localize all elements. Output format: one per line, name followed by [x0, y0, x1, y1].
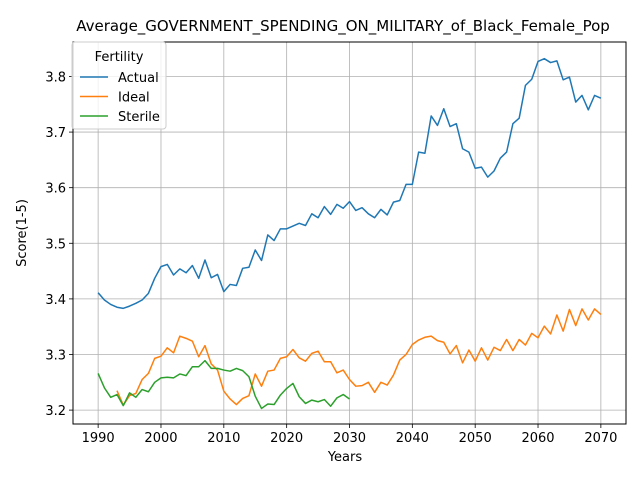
x-tick-label: 1990	[82, 431, 115, 446]
plot-lines	[97, 57, 602, 410]
y-tick-label: 3.6	[45, 182, 66, 197]
x-tick-label: 2000	[144, 431, 177, 446]
y-axis-label: Score(1-5)	[15, 199, 30, 267]
legend: Fertility Actual Ideal Sterile	[71, 41, 167, 130]
x-axis-ticks: 1990 2000 2010 2020 2030 2040 2050 2060 2070	[82, 424, 617, 446]
y-tick-label: 3.3	[45, 348, 66, 363]
y-tick-label: 3.5	[45, 237, 66, 252]
x-tick-label: 2010	[207, 431, 240, 446]
x-tick-label: 2070	[584, 431, 617, 446]
series-line-sterile	[97, 359, 350, 410]
legend-label-sterile: Sterile	[118, 110, 160, 125]
legend-entries: Actual Ideal Sterile	[80, 71, 160, 125]
x-tick-label: 2020	[270, 431, 303, 446]
series-line-ideal	[116, 308, 602, 406]
x-tick-label: 2030	[333, 431, 366, 446]
legend-label-ideal: Ideal	[118, 91, 150, 106]
x-axis-label: Years	[327, 450, 363, 465]
x-tick-label: 2060	[521, 431, 554, 446]
x-tick-label: 2040	[396, 431, 429, 446]
y-tick-label: 3.4	[45, 293, 66, 308]
x-tick-label: 2050	[459, 431, 492, 446]
y-axis-ticks: 3.2 3.3 3.4 3.5 3.6 3.7 3.8	[45, 70, 73, 419]
legend-label-actual: Actual	[118, 71, 159, 86]
chart-title: Average_GOVERNMENT_SPENDING_ON_MILITARY_…	[76, 17, 610, 36]
series-line-actual	[97, 57, 602, 310]
grid-lines	[73, 42, 626, 424]
y-tick-label: 3.7	[45, 126, 66, 141]
legend-box	[71, 41, 167, 130]
y-tick-label: 3.8	[45, 70, 66, 85]
y-tick-label: 3.2	[45, 404, 66, 419]
legend-title: Fertility	[95, 50, 144, 65]
